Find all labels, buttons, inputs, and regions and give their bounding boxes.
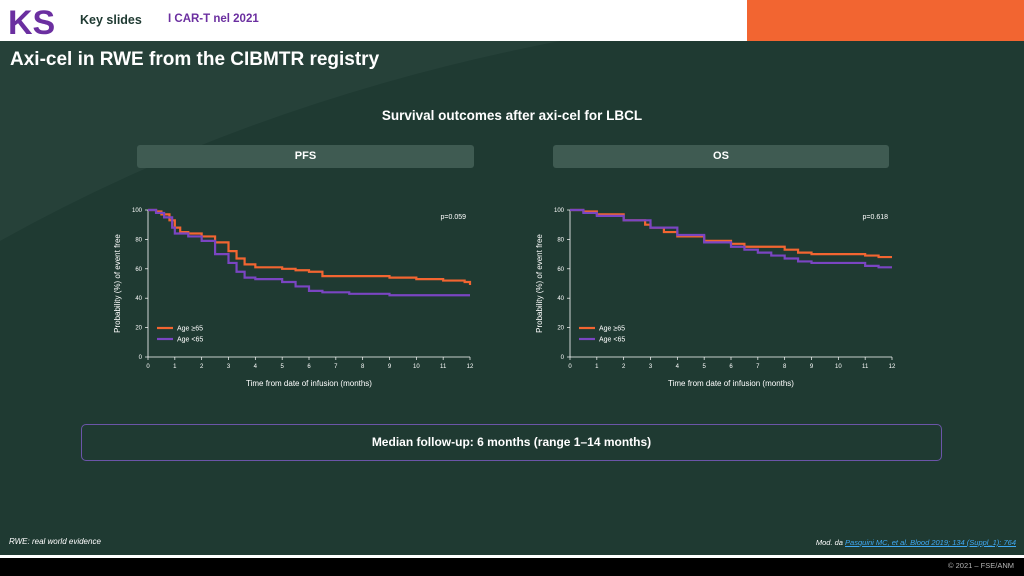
x-tick-label: 2	[622, 364, 626, 370]
series-line-age-ge65	[148, 208, 472, 285]
x-tick-label: 2	[200, 364, 204, 370]
footnote: RWE: real world evidence	[9, 537, 101, 546]
x-tick-label: 7	[756, 364, 760, 370]
x-tick-label: 11	[862, 364, 869, 370]
y-tick-label: 100	[554, 208, 565, 214]
y-tick-label: 20	[135, 326, 142, 332]
y-tick-label: 40	[135, 296, 142, 302]
x-tick-label: 1	[595, 364, 599, 370]
x-tick-label: 3	[227, 364, 231, 370]
y-tick-label: 100	[132, 208, 143, 214]
x-tick-label: 3	[649, 364, 653, 370]
x-tick-label: 0	[146, 364, 150, 370]
x-tick-label: 8	[783, 364, 787, 370]
x-tick-label: 5	[280, 364, 284, 370]
x-tick-label: 9	[810, 364, 814, 370]
background-arc	[0, 41, 1024, 241]
y-tick-label: 0	[561, 355, 565, 361]
x-tick-label: 9	[388, 364, 392, 370]
x-tick-label: 4	[676, 364, 680, 370]
y-tick-label: 60	[135, 267, 142, 273]
y-tick-label: 60	[557, 267, 564, 273]
legend-label: Age ≥65	[599, 326, 625, 333]
x-axis-label: Time from date of infusion (months)	[246, 379, 372, 388]
page-title: Axi-cel in RWE from the CIBMTR registry	[10, 49, 380, 70]
p-value-annotation: p=0.618	[863, 214, 889, 221]
x-tick-label: 1	[173, 364, 177, 370]
legend-label: Age ≥65	[177, 326, 203, 333]
reference-prefix: Mod. da	[815, 538, 846, 547]
x-tick-label: 11	[440, 364, 447, 370]
x-tick-label: 5	[702, 364, 706, 370]
x-tick-label: 10	[835, 364, 842, 370]
series-line-age-ge65	[570, 208, 892, 259]
p-value-annotation: p=0.059	[441, 214, 467, 221]
x-tick-label: 8	[361, 364, 365, 370]
footer-bar	[0, 558, 1024, 576]
series-line-age-lt65	[570, 208, 892, 269]
x-tick-label: 4	[254, 364, 258, 370]
followup-box: Median follow-up: 6 months (range 1–14 m…	[81, 424, 942, 461]
y-tick-label: 80	[557, 237, 564, 243]
reference-link[interactable]: Pasquini MC, et al. Blood 2019; 134 (Sup…	[845, 538, 1016, 547]
y-tick-label: 0	[139, 355, 143, 361]
header-accent-block	[747, 0, 1024, 41]
ks-logo: KS	[6, 4, 72, 38]
reference: Mod. da Pasquini MC, et al. Blood 2019; …	[816, 538, 1016, 547]
x-tick-label: 10	[413, 364, 420, 370]
os-panel-header: OS	[553, 145, 889, 168]
legend-label: Age <65	[177, 337, 203, 344]
x-axis-label: Time from date of infusion (months)	[668, 379, 794, 388]
x-tick-label: 0	[568, 364, 572, 370]
pfs-panel-header: PFS	[137, 145, 474, 168]
x-tick-label: 12	[889, 364, 896, 370]
x-tick-label: 12	[467, 364, 474, 370]
y-axis-label: Probability (%) of event free	[535, 234, 544, 333]
copyright: © 2021 – FSE/ANM	[948, 561, 1014, 570]
header-subtitle: I CAR-T nel 2021	[168, 13, 259, 25]
x-tick-label: 6	[729, 364, 733, 370]
series-line-age-lt65	[148, 208, 470, 297]
footer-divider	[0, 555, 1024, 558]
header-title: Key slides	[80, 13, 142, 27]
y-tick-label: 80	[135, 237, 142, 243]
x-tick-label: 7	[334, 364, 338, 370]
y-tick-label: 40	[557, 296, 564, 302]
x-tick-label: 6	[307, 364, 311, 370]
section-title: Survival outcomes after axi-cel for LBCL	[381, 108, 643, 123]
y-axis-label: Probability (%) of event free	[113, 234, 122, 333]
logo-text: KS	[8, 4, 55, 38]
header-bar: KS Key slides I CAR-T nel 2021	[0, 0, 1024, 41]
legend-label: Age <65	[599, 337, 625, 344]
y-tick-label: 20	[557, 326, 564, 332]
